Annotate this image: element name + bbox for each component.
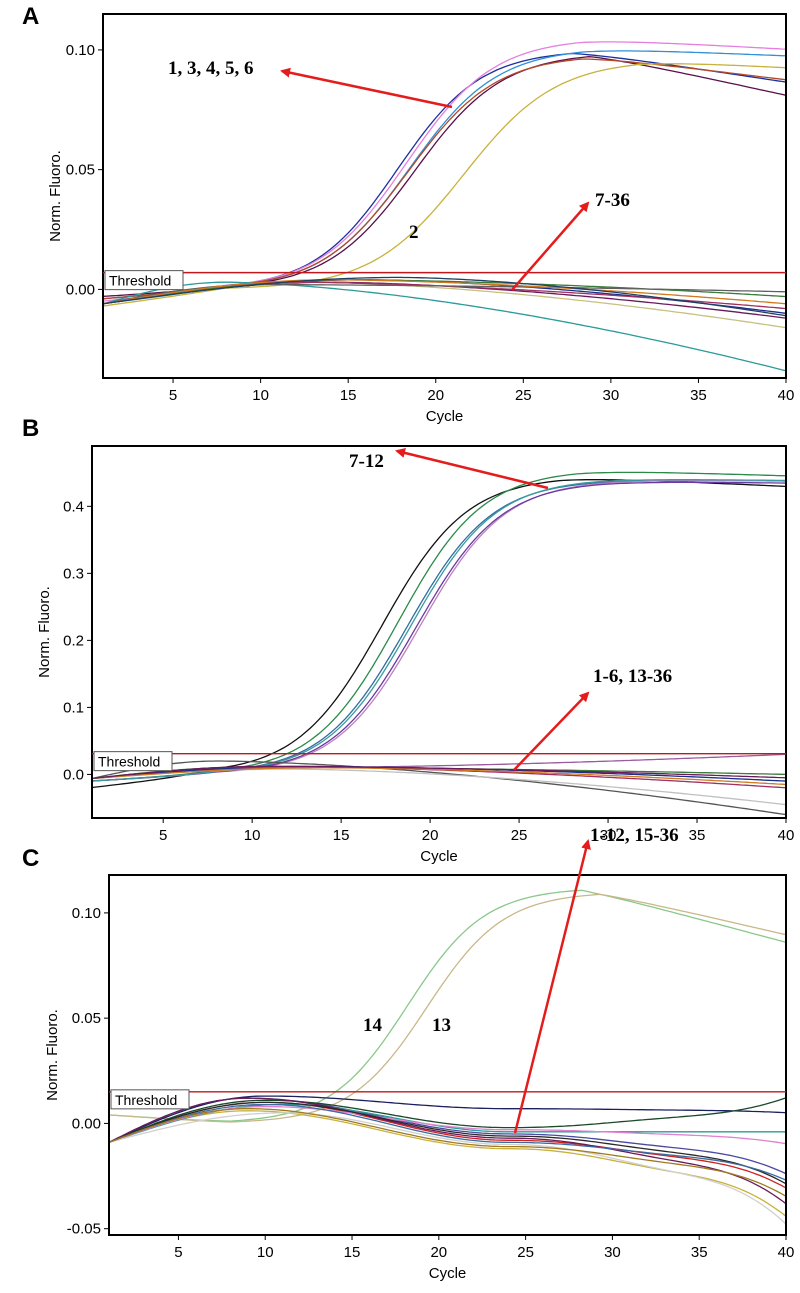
series-line-7-36h xyxy=(104,279,785,305)
y-tick-label: 0.10 xyxy=(72,905,101,922)
series-line-7-36a xyxy=(104,281,785,372)
series-line-14 xyxy=(110,889,785,1122)
x-tick-label: 5 xyxy=(174,1244,182,1261)
annotation-label: 14 xyxy=(363,1015,383,1036)
y-tick-label: 0.10 xyxy=(66,42,95,59)
y-tick-label: 0.2 xyxy=(63,632,84,649)
threshold-label: Threshold xyxy=(109,273,171,289)
y-tick-label: 0.0 xyxy=(63,766,84,783)
series-line-7-36i xyxy=(104,276,785,317)
plot-frame xyxy=(108,874,787,1236)
x-tick-label: 10 xyxy=(257,1244,274,1261)
x-axis-title: Cycle xyxy=(426,408,464,425)
x-axis-title: Cycle xyxy=(420,848,458,865)
panel-B: B 5 10 15 20 25 30 35 40 0.0 0.1 0.2 0.3 0.4 Cycle Norm… xyxy=(22,415,794,865)
series-group xyxy=(104,41,785,372)
y-tick-label: 0.3 xyxy=(63,565,84,582)
threshold-label: Threshold xyxy=(115,1092,177,1108)
plot-frame xyxy=(102,13,787,379)
y-tick-label: 0.05 xyxy=(66,162,95,179)
x-tick-label: 40 xyxy=(778,1244,795,1261)
x-tick-label: 35 xyxy=(690,387,707,404)
y-tick-label: 0.00 xyxy=(66,281,95,298)
series-line-7-36e xyxy=(104,279,785,305)
x-tick-label: 25 xyxy=(517,1244,534,1261)
threshold-label: Threshold xyxy=(98,754,160,770)
series-line-1-12-15-36-j xyxy=(110,1101,785,1184)
threshold-label-box xyxy=(93,751,173,772)
series-line-13 xyxy=(110,893,785,1123)
x-tick-label: 15 xyxy=(333,827,350,844)
x-tick-label: 25 xyxy=(511,827,528,844)
y-axis-title: Norm. Fluoro. xyxy=(36,586,53,678)
x-tick-label: 40 xyxy=(778,387,795,404)
x-axis-title: Cycle xyxy=(429,1265,467,1282)
series-line-1-12-15-36-k xyxy=(110,1103,785,1181)
y-tick-label: 0.05 xyxy=(72,1010,101,1027)
series-line-1-6-13-36-a xyxy=(93,760,785,816)
x-tick-label: 30 xyxy=(600,827,617,844)
annotation-arrow xyxy=(280,67,453,109)
annotation-label: 1, 3, 4, 5, 6 xyxy=(168,58,254,79)
x-tick-label: 35 xyxy=(691,1244,708,1261)
x-tick-label: 15 xyxy=(344,1244,361,1261)
series-line-1-12-15-36-h xyxy=(110,1097,785,1204)
x-tick-label: 30 xyxy=(603,387,620,404)
y-tick-label: -0.05 xyxy=(67,1221,101,1238)
x-tick-label: 35 xyxy=(689,827,706,844)
series-line-1-12-15-36-f xyxy=(110,1097,785,1143)
x-tick-label: 5 xyxy=(169,387,177,404)
x-tick-label: 20 xyxy=(427,387,444,404)
annotation-label: 1-12, 15-36 xyxy=(590,825,679,846)
series-line-1-6-13-36-g xyxy=(93,767,785,786)
x-tick-label: 30 xyxy=(604,1244,621,1261)
y-tick-label: 0.00 xyxy=(72,1115,101,1132)
annotation-arrow xyxy=(513,691,590,771)
series-line-1-12-15-36-i xyxy=(110,1112,785,1224)
panel-A: A 5 10 15 20 25 30 35 40 0.00 0.05 0.10 Cycle Norm. F… xyxy=(22,3,794,425)
x-tick-label: 5 xyxy=(159,827,167,844)
annotation-arrow xyxy=(395,448,549,490)
y-tick-label: 0.4 xyxy=(63,498,84,515)
annotation-label: 13 xyxy=(432,1015,451,1036)
threshold-label-box xyxy=(104,270,184,291)
series-line-12 xyxy=(93,479,785,782)
threshold-label-box xyxy=(110,1089,190,1110)
y-tick-label: 0.1 xyxy=(63,699,84,716)
annotation-label: 1-6, 13-36 xyxy=(593,666,672,687)
y-axis-title: Norm. Fluoro. xyxy=(44,1009,61,1101)
series-group xyxy=(110,889,785,1224)
plot-frame xyxy=(91,445,787,819)
x-tick-label: 20 xyxy=(430,1244,447,1261)
annotation-label: 7-12 xyxy=(349,451,384,472)
panel-letter: B xyxy=(22,415,39,442)
x-tick-label: 40 xyxy=(778,827,795,844)
annotation-arrow xyxy=(511,201,590,291)
x-tick-label: 20 xyxy=(422,827,439,844)
series-line-1-12-15-36-l xyxy=(110,1108,785,1197)
annotation-label: 7-36 xyxy=(595,190,630,211)
annotation-arrow xyxy=(513,839,591,1134)
annotation-label: 2 xyxy=(409,222,419,243)
x-tick-label: 10 xyxy=(244,827,261,844)
series-line-1-6-13-36-h xyxy=(93,765,785,780)
panel-letter: C xyxy=(22,845,39,872)
x-tick-label: 15 xyxy=(340,387,357,404)
x-tick-label: 25 xyxy=(515,387,532,404)
panel-C: C 5 10 15 20 25 30 35 40 -0.05 0.00 0.05 0.10 Cycle No… xyxy=(22,825,794,1282)
x-tick-label: 10 xyxy=(252,387,269,404)
panel-letter: A xyxy=(22,3,39,30)
series-group xyxy=(93,471,785,816)
y-axis-title: Norm. Fluoro. xyxy=(47,150,64,242)
